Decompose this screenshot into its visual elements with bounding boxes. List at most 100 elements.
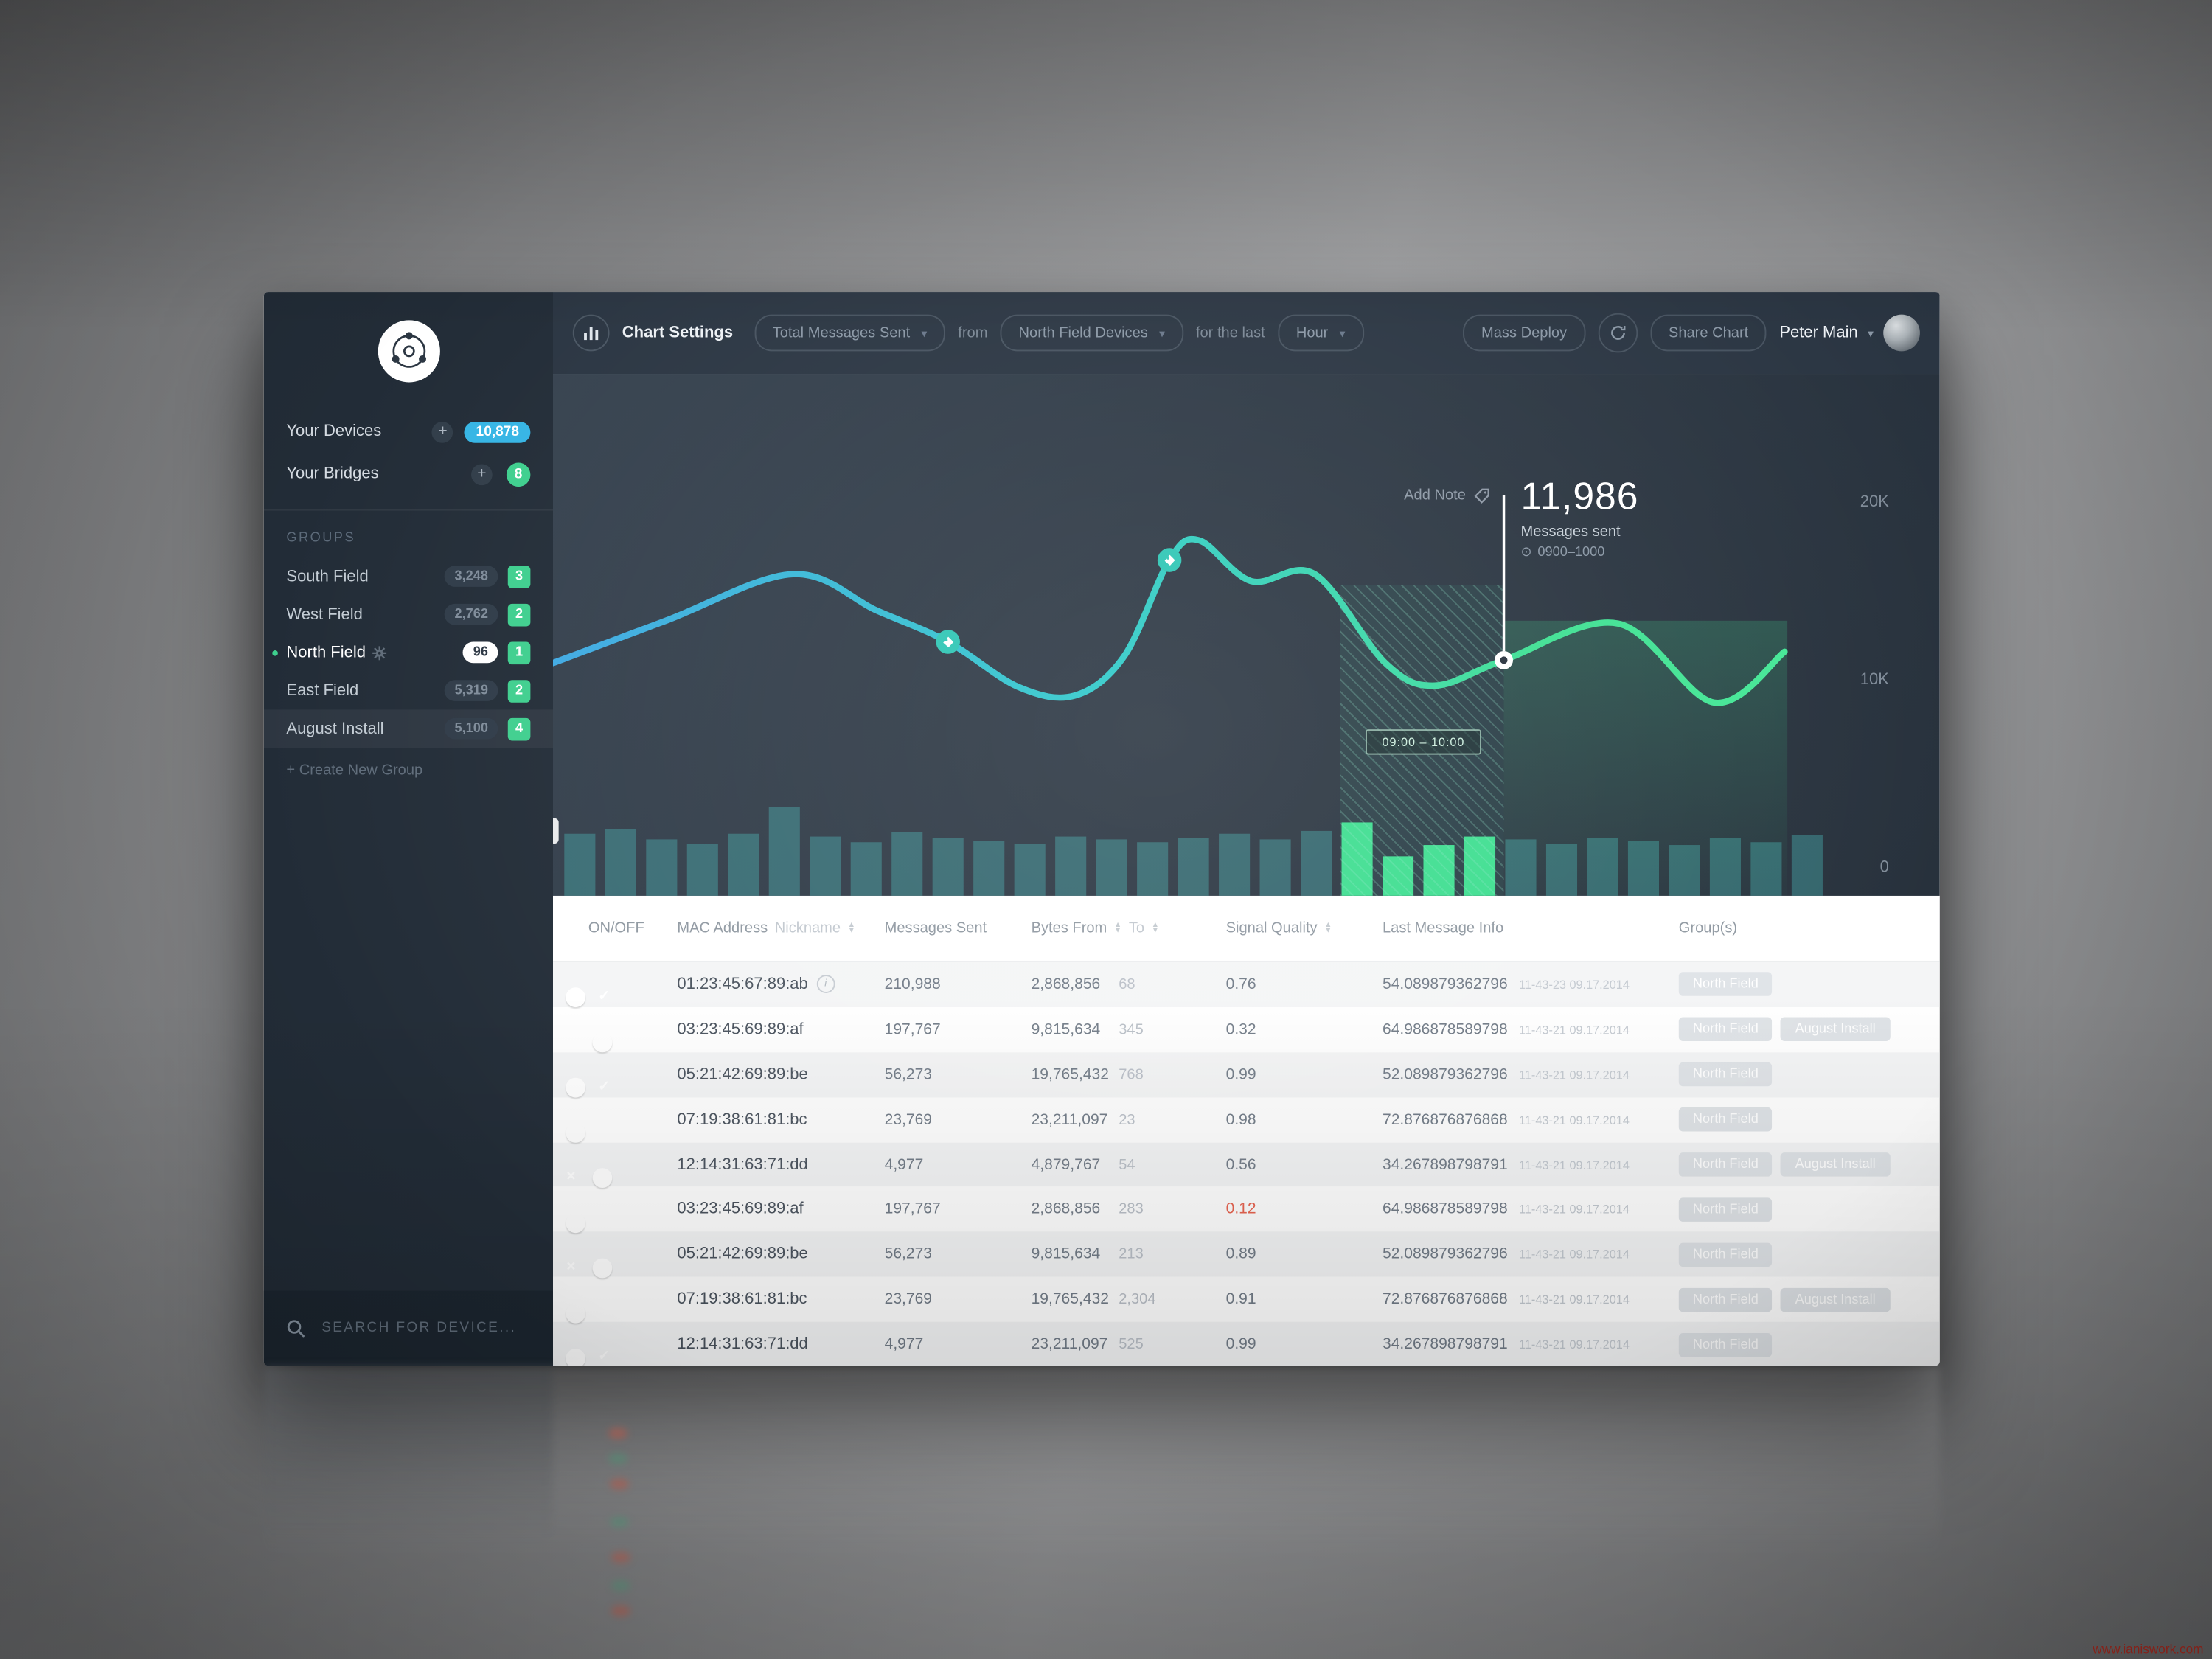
- volume-bar: [891, 832, 923, 896]
- table-header: ON/OFF MAC Address Nickname ▲ ▼ Messages …: [553, 896, 1940, 962]
- group-name: East Field: [286, 682, 359, 700]
- reflection-blob: [611, 1551, 631, 1563]
- volume-bar: [1791, 835, 1823, 896]
- annotation-value: 11,986: [1520, 475, 1639, 518]
- last-message-timestamp: 11-43-21 09.17.2014: [1519, 1337, 1630, 1352]
- note-markers: [936, 548, 1182, 654]
- sort-icon[interactable]: ▲ ▼: [1324, 921, 1332, 936]
- sidebar-group-west-field[interactable]: West Field 2,762 2: [264, 595, 553, 633]
- table-row[interactable]: ✓ 03:23:45:69:89:af 197,767 2,868,856 283 0.1…: [553, 1187, 1940, 1233]
- last-message-value: 64.986878589798: [1382, 1020, 1508, 1038]
- bridges-count-badge: 8: [506, 462, 531, 487]
- bytes-cell: 19,765,432 2,304: [1032, 1291, 1226, 1308]
- last-message-timestamp: 11-43-21 09.17.2014: [1519, 1157, 1630, 1172]
- search-icon: [287, 1320, 305, 1338]
- last-message-info: 72.876876876868 11-43-21 09.17.2014: [1382, 1291, 1679, 1308]
- messages-line: [553, 535, 1788, 706]
- sidebar-group-august-install[interactable]: August Install 5,100 4: [263, 709, 554, 748]
- volume-bar: [1545, 844, 1578, 896]
- table-row[interactable]: × 12:14:31:63:71:dd 4,977 4,879,767 54 0.56 34…: [553, 1141, 1940, 1188]
- add-note-button[interactable]: Add Note: [1315, 487, 1489, 504]
- bytes-cell: 2,868,856 283: [1032, 1201, 1226, 1218]
- share-chart-label: Share Chart: [1668, 324, 1749, 342]
- group-name: North Field: [286, 644, 366, 661]
- watermark: www.ianiswork.com: [2093, 1642, 2204, 1657]
- sidebar-item-your-bridges[interactable]: Your Bridges + 8: [264, 453, 553, 495]
- volume-bar: [810, 836, 841, 896]
- chart-settings-icon[interactable]: [572, 314, 610, 352]
- topbar-left: Chart Settings Total Messages Sent ▾ fro…: [572, 314, 1364, 352]
- bytes-cell: 23,211,097 23: [1032, 1111, 1226, 1128]
- add-device-button[interactable]: +: [432, 421, 453, 442]
- group-count-badge: 5,319: [445, 680, 498, 701]
- from-label: from: [958, 324, 988, 342]
- sidebar-group-north-field[interactable]: North Field 96 1: [264, 633, 553, 672]
- group-tags: North Field: [1678, 1062, 1940, 1087]
- reflection-blob: [608, 1427, 628, 1439]
- table-row[interactable]: ✓ 12:14:31:63:71:dd 4,977 23,211,097 525 0.99…: [553, 1321, 1940, 1366]
- bytes-from-value: 2,868,856: [1031, 1200, 1101, 1218]
- table-row[interactable]: ✓ 07:19:38:61:81:bc 23,769 23,211,097 23 0.98…: [553, 1097, 1940, 1143]
- messages-sent-value: 197,767: [884, 1200, 941, 1218]
- annotation-time-text: 0900–1000: [1537, 544, 1605, 560]
- avatar[interactable]: [1883, 314, 1920, 352]
- group-bridge-badge: 2: [507, 679, 531, 702]
- share-chart-button[interactable]: Share Chart: [1650, 314, 1767, 352]
- toggle-knob: [565, 1123, 585, 1143]
- table-row[interactable]: × 05:21:42:69:89:be 56,273 9,815,634 213 0.89…: [553, 1231, 1940, 1279]
- refresh-button[interactable]: [1598, 313, 1638, 353]
- sidebar-group-east-field[interactable]: East Field 5,319 2: [264, 672, 553, 710]
- create-new-group-link[interactable]: + Create New Group: [286, 762, 423, 779]
- note-marker[interactable]: [1157, 548, 1182, 572]
- device-group-dropdown[interactable]: North Field Devices ▾: [1000, 314, 1183, 352]
- group-bridge-badge: 3: [507, 565, 531, 588]
- col-bytes: Bytes From ▲ ▼ To ▲ ▼: [1031, 919, 1160, 937]
- mass-deploy-label: Mass Deploy: [1481, 324, 1568, 342]
- chart-settings-label: Chart Settings: [622, 324, 734, 342]
- col-signal-quality: Signal Quality ▲ ▼: [1225, 919, 1332, 937]
- mass-deploy-button[interactable]: Mass Deploy: [1463, 314, 1586, 352]
- table-row[interactable]: ✓ 01:23:45:67:89:ab i 210,988 2,868,856 68 0.7…: [553, 961, 1940, 1008]
- table-row[interactable]: ✓ 05:21:42:69:89:be 56,273 19,765,432 768 0.9…: [553, 1051, 1940, 1098]
- group-count-badge: 2,762: [445, 603, 498, 625]
- sort-icon[interactable]: ▲ ▼: [847, 921, 856, 936]
- bytes-to-value: 283: [1119, 1200, 1144, 1218]
- last-message-timestamp: 11-43-21 09.17.2014: [1519, 1067, 1630, 1082]
- sidebar-item-your-devices[interactable]: Your Devices + 10,878: [264, 411, 553, 453]
- toggle-knob: [591, 1168, 612, 1188]
- bytes-to-value: 213: [1119, 1245, 1144, 1263]
- group-count-badge: 3,248: [445, 566, 498, 587]
- col-groups: Group(s): [1678, 919, 1738, 937]
- sort-icon[interactable]: ▲ ▼: [1113, 921, 1122, 936]
- group-tag: North Field: [1678, 1062, 1773, 1087]
- table-row[interactable]: × 03:23:45:69:89:af 197,767 9,815,634 345 0.3…: [553, 1007, 1940, 1053]
- sort-icon[interactable]: ▲ ▼: [1151, 921, 1160, 936]
- add-bridge-button[interactable]: +: [471, 463, 493, 485]
- messages-sent-value: 23,769: [884, 1290, 933, 1308]
- app-window: Your Devices + 10,878 Your Bridges + 8 G…: [263, 292, 1940, 1366]
- metric-dropdown[interactable]: Total Messages Sent ▾: [754, 314, 946, 352]
- search-input[interactable]: [319, 1318, 531, 1338]
- period-dropdown[interactable]: Hour ▾: [1277, 314, 1364, 352]
- your-devices-label: Your Devices: [286, 422, 382, 440]
- chart-drag-handle[interactable]: [553, 818, 559, 844]
- chevron-down-icon: ▾: [1159, 326, 1165, 340]
- user-menu[interactable]: Peter Main ▾: [1779, 314, 1920, 352]
- table-row[interactable]: ✓ 07:19:38:61:81:bc 23,769 19,765,432 2,304 0…: [553, 1277, 1940, 1324]
- volume-bars: [564, 807, 1823, 896]
- group-tag: North Field: [1678, 1152, 1773, 1177]
- volume-bar: [1341, 822, 1373, 896]
- volume-bar: [1096, 839, 1127, 896]
- sidebar-group-south-field[interactable]: South Field 3,248 3: [264, 557, 553, 596]
- note-marker[interactable]: [936, 630, 960, 654]
- device-search-bar: [263, 1290, 554, 1366]
- x-icon: ×: [566, 1258, 576, 1276]
- group-tags: North Field: [1678, 1242, 1940, 1267]
- messages-sent-value: 23,769: [884, 1110, 933, 1128]
- sidebar: Your Devices + 10,878 Your Bridges + 8 G…: [263, 292, 554, 1366]
- gear-icon[interactable]: [372, 645, 387, 660]
- volume-bar: [1750, 842, 1782, 896]
- bytes-from-value: 4,879,767: [1031, 1155, 1101, 1173]
- reflection: [263, 1366, 554, 1579]
- info-icon[interactable]: i: [816, 975, 835, 994]
